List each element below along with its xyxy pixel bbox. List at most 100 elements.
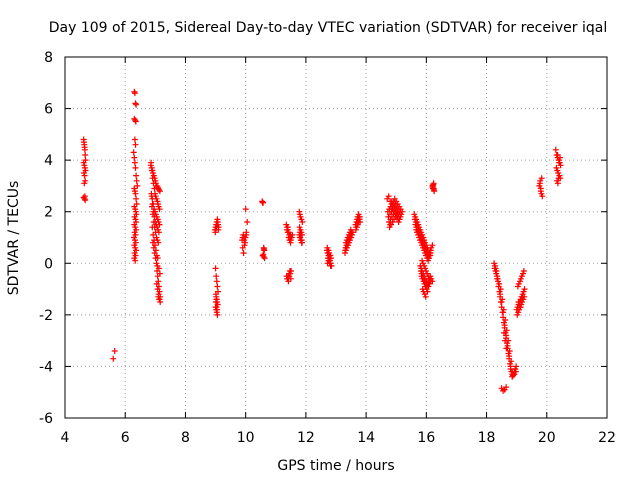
x-tick-label: 22 [598, 430, 616, 446]
data-point [507, 363, 514, 370]
data-point [259, 199, 266, 206]
y-tick-label: 0 [44, 256, 53, 272]
data-point [508, 358, 515, 365]
data-point [132, 141, 139, 148]
chart-title: Day 109 of 2015, Sidereal Day-to-day VTE… [49, 20, 607, 36]
x-tick-label: 20 [538, 430, 556, 446]
data-point [82, 197, 89, 204]
data-point [500, 309, 507, 316]
data-point [150, 219, 157, 225]
data-point [536, 180, 543, 187]
data-point [356, 213, 363, 220]
data-point [130, 149, 137, 156]
data-point [554, 152, 561, 158]
x-tick-label: 8 [181, 430, 190, 446]
data-point [132, 257, 139, 264]
data-point [240, 250, 247, 256]
data-point [552, 146, 559, 153]
axis-ticks [64, 56, 608, 419]
data-point [429, 242, 436, 249]
y-tick-label: 4 [44, 153, 53, 169]
data-point [110, 355, 117, 362]
data-point [156, 188, 163, 195]
data-point [492, 268, 499, 274]
x-tick-label: 18 [478, 430, 496, 446]
y-axis-label: SDTVAR / TECUs [6, 181, 22, 296]
data-point [149, 203, 155, 210]
data-point [519, 293, 526, 300]
data-point [244, 219, 251, 225]
data-point [213, 278, 220, 285]
data-point [501, 329, 507, 336]
data-point [261, 255, 268, 262]
data-point [286, 268, 293, 274]
data-point [151, 250, 158, 256]
data-point [213, 296, 220, 303]
y-tick-label: 8 [44, 50, 53, 66]
data-point [506, 353, 513, 360]
data-point [150, 244, 157, 251]
data-point [395, 219, 402, 225]
data-point [131, 136, 138, 143]
data-point [133, 195, 140, 202]
data-point [538, 175, 545, 182]
data-point [132, 164, 139, 171]
data-point [506, 348, 513, 354]
data-point [215, 226, 222, 233]
data-point [284, 224, 291, 231]
data-point [214, 306, 221, 313]
data-point [243, 231, 250, 238]
data-point [148, 193, 155, 200]
data-point [131, 154, 138, 161]
data-point [154, 286, 161, 293]
data-point [427, 252, 434, 259]
data-point [133, 172, 140, 179]
data-point [556, 159, 563, 166]
data-point [510, 371, 517, 378]
data-point [422, 293, 429, 300]
data-point [150, 231, 157, 238]
data-point [298, 237, 305, 244]
x-tick-label: 12 [297, 430, 315, 446]
data-point [81, 146, 88, 153]
data-point [155, 186, 162, 193]
data-point [81, 172, 88, 179]
y-tick-label: -6 [39, 411, 53, 427]
x-tick-label: 4 [61, 430, 70, 446]
data-point [261, 246, 267, 253]
data-point [82, 152, 89, 158]
data-point [503, 384, 510, 391]
x-tick-label: 6 [121, 430, 130, 446]
data-point [241, 237, 248, 244]
y-tick-label: -4 [39, 359, 53, 375]
data-point [150, 180, 157, 187]
data-point [297, 231, 304, 238]
data-point [347, 226, 354, 233]
data-point [539, 193, 546, 200]
data-point [214, 311, 221, 318]
data-point [555, 175, 562, 182]
data-points [80, 88, 564, 394]
data-point [393, 213, 400, 220]
data-point [517, 304, 524, 311]
data-point [133, 177, 140, 184]
data-point [149, 211, 156, 218]
data-point [212, 265, 219, 272]
data-point [149, 224, 156, 231]
data-point [387, 221, 394, 228]
data-point [131, 159, 138, 166]
data-point [151, 185, 158, 192]
data-point [385, 193, 392, 200]
data-point [81, 180, 88, 187]
data-point [156, 206, 163, 213]
data-point [133, 101, 140, 108]
data-point [327, 262, 334, 269]
data-point [241, 242, 248, 249]
data-point [260, 251, 267, 258]
data-point [149, 167, 155, 174]
x-tick-label: 10 [237, 430, 255, 446]
data-point [287, 239, 294, 246]
data-point [430, 185, 437, 192]
x-axis-label: GPS time / hours [277, 458, 394, 474]
